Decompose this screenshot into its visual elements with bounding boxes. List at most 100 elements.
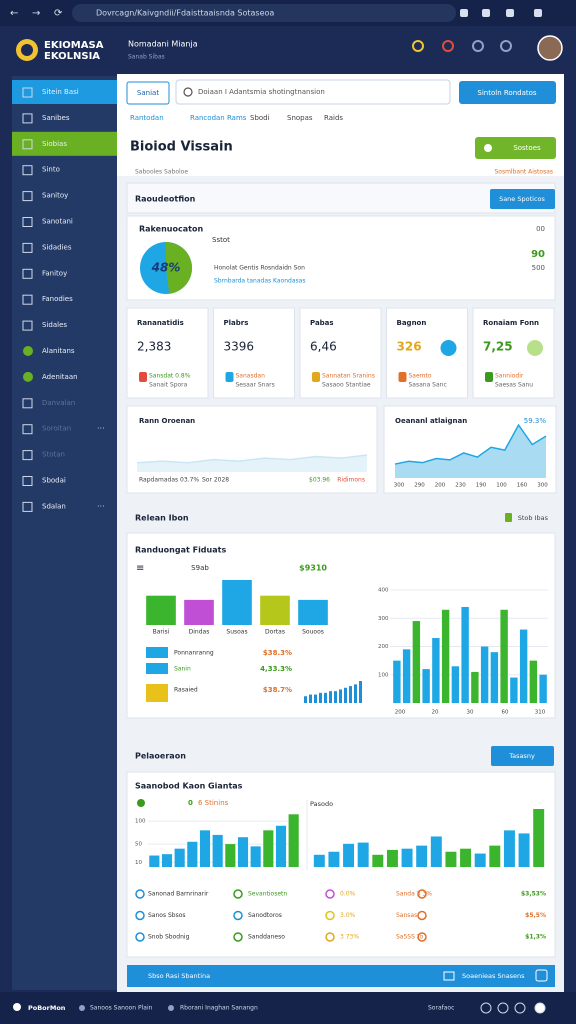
browser-icon[interactable] — [460, 9, 468, 17]
bar — [187, 841, 198, 867]
footer-icon — [79, 1005, 85, 1011]
browser-icon[interactable] — [506, 9, 514, 17]
kpi-icon — [312, 372, 320, 382]
sidebar-item[interactable]: Soroitan — [42, 425, 71, 433]
sidebar-item[interactable]: Sbodai — [42, 477, 66, 485]
bar — [451, 666, 460, 703]
sidebar-item[interactable]: Sidadies — [42, 243, 72, 251]
x-tick-label: 20 — [432, 710, 439, 716]
tab[interactable]: Snopas — [287, 114, 313, 122]
legend-swatch — [146, 684, 168, 702]
x-tick-label: 30 — [467, 710, 474, 716]
trend-line-area — [137, 455, 367, 472]
bar — [372, 854, 384, 867]
legend-name: Ponnanranng — [174, 650, 214, 657]
row-icon — [325, 910, 335, 921]
sidebar-item[interactable]: Sinto — [42, 166, 60, 174]
filter-button[interactable] — [126, 81, 170, 105]
nav-button[interactable]: ⟳ — [54, 8, 63, 19]
bar — [529, 660, 538, 703]
bar — [314, 694, 317, 703]
section-button[interactable] — [490, 189, 555, 209]
bar — [393, 660, 401, 703]
bar — [288, 814, 299, 867]
trend-line-area — [395, 425, 546, 478]
section-button[interactable] — [491, 746, 554, 766]
banner-icon — [535, 969, 548, 982]
sidebar-item[interactable]: Sdalan — [42, 502, 66, 510]
sidebar-item[interactable]: Fanodies — [42, 295, 73, 303]
bar — [510, 677, 518, 703]
footer-icon — [480, 1002, 492, 1014]
footer-icon — [534, 1002, 546, 1014]
bar — [328, 851, 340, 867]
kpi-icon — [527, 340, 543, 356]
brand: EKOLNSIA — [44, 51, 100, 62]
stat: 90 — [531, 249, 545, 260]
sidebar-item[interactable]: Siobias — [42, 140, 67, 148]
bar — [304, 696, 307, 703]
table-cell: Sanodtoros — [248, 912, 282, 919]
kpi-label: Rananatidis — [137, 319, 184, 327]
card-title: Saanobod Kaon Giantas — [135, 782, 243, 791]
table-cell: $3,53% — [521, 891, 546, 898]
trend-footer: $03.96 — [309, 477, 330, 484]
footer-link[interactable]: Sanoos Sanoon Plain — [90, 1005, 153, 1012]
kpi-label: Plabrs — [224, 319, 249, 327]
x-tick-label: 200 — [395, 710, 406, 716]
trend-x-label: 160 — [517, 483, 528, 489]
kpi-delta: Saemto — [409, 373, 432, 380]
card-line: Honolat Gentis Rosndaidn Son — [214, 265, 305, 272]
nav-button[interactable]: → — [32, 8, 40, 19]
banner[interactable] — [127, 965, 555, 987]
sidebar-item[interactable]: Danvalan — [42, 399, 75, 407]
sidebar-icon — [22, 87, 33, 98]
browser-icon[interactable] — [534, 9, 542, 17]
sidebar-item[interactable]: Stotan — [42, 451, 65, 459]
menu-label: S9ab — [191, 564, 209, 572]
nav-button[interactable]: ← — [10, 8, 18, 19]
sidebar-item[interactable]: Adenitaan — [42, 373, 78, 381]
tab[interactable]: Rantodan — [130, 114, 164, 122]
footer-brand: PoBorMon — [28, 1004, 66, 1012]
card-title: Rakenuocaton — [139, 225, 203, 234]
sidebar-item[interactable]: Sanotani — [42, 218, 73, 226]
bar — [518, 833, 530, 867]
bar — [460, 848, 472, 867]
bar — [357, 842, 369, 867]
tab[interactable]: Rancodan Rams — [190, 114, 247, 122]
bar-label: Barisi — [153, 629, 170, 636]
kpi-delta: Sansdat 0.8% — [149, 373, 191, 380]
card-line: Sbrnbarda tanadas Kaondasas — [214, 278, 305, 285]
sidebar-item[interactable]: Alanitans — [42, 347, 75, 355]
bar — [445, 851, 457, 867]
footer-link[interactable]: Rborani Inaghan Sanangn — [180, 1005, 258, 1012]
bar — [430, 836, 442, 867]
bar — [146, 595, 176, 625]
trend-footer: Sor 2028 — [202, 477, 229, 484]
card — [126, 771, 556, 958]
search-box[interactable] — [175, 79, 451, 105]
sidebar-icon — [23, 346, 33, 356]
legend-value: 4,33.3% — [260, 665, 292, 673]
sidebar-item[interactable]: Fanitoy — [42, 269, 67, 277]
trend-value: 59.3% — [524, 417, 547, 425]
action-button[interactable] — [459, 81, 556, 104]
bar — [237, 837, 249, 867]
kpi-delta: Sanasdan — [236, 373, 266, 380]
menu-icon[interactable]: ≡ — [136, 563, 144, 574]
sidebar-item[interactable]: Sidales — [42, 321, 67, 329]
sidebar-icon — [22, 398, 33, 409]
sidebar-item[interactable]: Sitein Basi — [42, 88, 79, 96]
sidebar-item[interactable]: Sanitoy — [42, 192, 68, 200]
bar — [432, 638, 440, 703]
y-tick-label: 100 — [135, 819, 146, 825]
sidebar-item[interactable]: Sanibes — [42, 114, 70, 122]
tab[interactable]: Raids — [324, 114, 343, 122]
row-icon — [417, 889, 427, 899]
browser-icon[interactable] — [482, 9, 490, 17]
tab[interactable]: Sbodi — [250, 114, 270, 122]
page-action[interactable] — [475, 137, 556, 159]
bar — [519, 629, 528, 703]
banner-left: Sbso Rasi Sbantina — [148, 972, 210, 980]
